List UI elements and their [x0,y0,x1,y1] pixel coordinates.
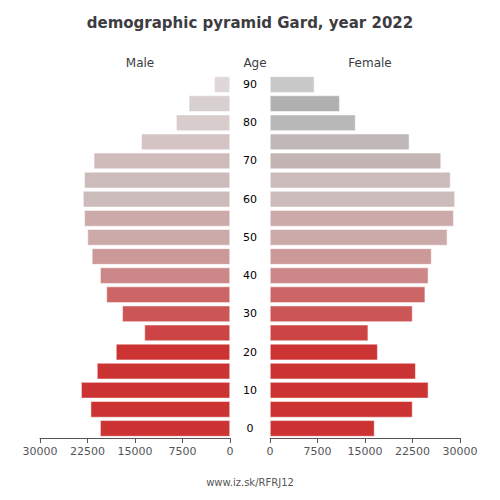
svg-text:70: 70 [243,154,257,167]
svg-text:demographic pyramid Gard, year: demographic pyramid Gard, year 2022 [87,14,413,32]
svg-text:15000: 15000 [118,445,153,458]
svg-text:30: 30 [243,307,257,320]
svg-text:0: 0 [267,445,274,458]
svg-text:0: 0 [227,445,234,458]
svg-text:7500: 7500 [304,445,332,458]
svg-text:15000: 15000 [348,445,383,458]
svg-text:40: 40 [243,269,257,282]
svg-text:Male: Male [126,56,154,70]
svg-text:60: 60 [243,193,257,206]
svg-text:Age: Age [243,56,266,70]
svg-text:22500: 22500 [70,445,105,458]
svg-text:www.iz.sk/RFRJ12: www.iz.sk/RFRJ12 [206,477,294,488]
svg-text:7500: 7500 [169,445,197,458]
svg-text:30000: 30000 [23,445,58,458]
svg-text:50: 50 [243,231,257,244]
svg-text:90: 90 [243,78,257,91]
svg-text:10: 10 [243,384,257,397]
svg-text:0: 0 [247,422,254,435]
svg-text:30000: 30000 [443,445,478,458]
svg-text:20: 20 [243,346,257,359]
svg-text:22500: 22500 [395,445,430,458]
svg-text:Female: Female [348,56,391,70]
svg-text:80: 80 [243,116,257,129]
